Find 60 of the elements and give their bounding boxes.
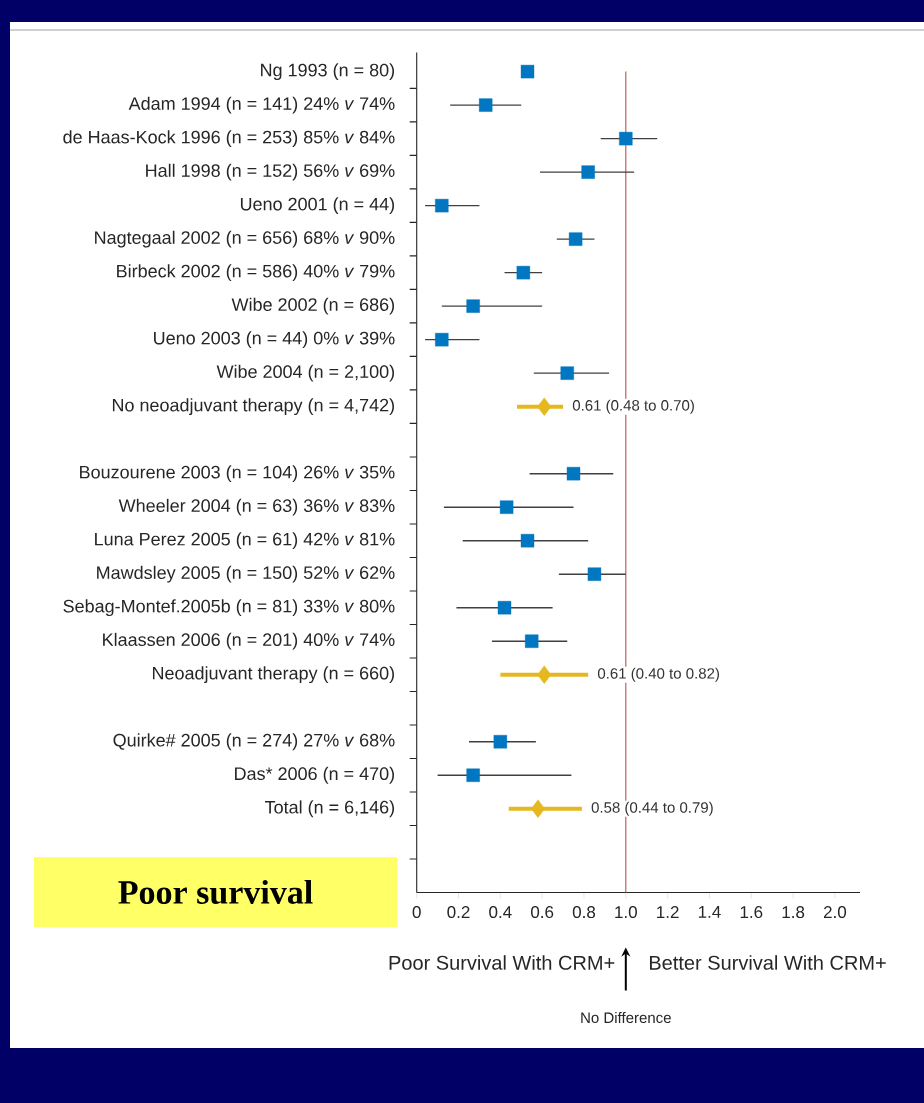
x-tick-label: 0.2 bbox=[447, 906, 470, 919]
y-tick-label: Das* 2006 (n = 470) bbox=[235, 766, 395, 784]
text: No Difference bbox=[581, 1012, 671, 1024]
point bbox=[435, 198, 449, 213]
x-tick-label: 1.8 bbox=[782, 906, 805, 919]
point bbox=[435, 332, 449, 347]
y-tick-label: Hall 1998 (n = 152) 56% v 69% bbox=[146, 163, 395, 181]
y-tick-label: Wibe 2002 (n = 686) bbox=[231, 297, 395, 315]
x-tick-label: 1.6 bbox=[740, 906, 763, 919]
y-tick-label: Bouzourene 2003 (n = 104) 26% v 35% bbox=[80, 465, 395, 483]
point bbox=[493, 735, 508, 749]
y-tick-label: Neoadjuvant therapy (n = 660) bbox=[152, 666, 394, 684]
point bbox=[587, 567, 602, 581]
y-tick-label: Quirke# 2005 (n = 274) 27% v 68% bbox=[113, 733, 395, 751]
text: Poor Survival With CRM+ bbox=[389, 955, 615, 970]
point bbox=[520, 533, 535, 548]
y-tick-label: Klaassen 2006 (n = 201) 40% v 74% bbox=[103, 632, 395, 650]
x-tick-label: 1.4 bbox=[698, 906, 721, 918]
y-tick-label: Ng 1993 (n = 80) bbox=[261, 63, 395, 80]
y-tick-label: Luna Perez 2005 (n = 61) 42% v 81% bbox=[95, 532, 395, 550]
x-tick-label: 1.2 bbox=[657, 906, 679, 918]
text: Better Survival With CRM+ bbox=[649, 955, 886, 970]
y-tick-label: No neoadjuvant therapy (n = 4,742) bbox=[112, 398, 394, 416]
x-tick-label: 0.4 bbox=[489, 906, 512, 919]
point bbox=[566, 466, 581, 481]
data-label: 0.61 (0.40 to 0.82) bbox=[597, 667, 719, 682]
y-tick-label: Ueno 2001 (n = 44) bbox=[240, 197, 395, 215]
point bbox=[516, 265, 531, 280]
x-tick-label: 2.0 bbox=[823, 906, 847, 919]
point bbox=[581, 165, 595, 179]
y-tick-label: Mawdsley 2005 (n = 150) 52% v 62% bbox=[97, 565, 395, 583]
y-tick-label: Total (n = 6,146) bbox=[264, 800, 395, 818]
x-tick-label: 0 bbox=[412, 906, 421, 919]
x-tick-label: 0.8 bbox=[572, 906, 596, 919]
text: Poor survival bbox=[118, 880, 313, 905]
data-label: 0.58 (0.44 to 0.79) bbox=[591, 801, 713, 816]
point bbox=[537, 397, 552, 416]
data-label: 0.61 (0.48 to 0.70) bbox=[572, 399, 694, 414]
x-tick-label: 1.0 bbox=[615, 906, 637, 919]
point bbox=[466, 768, 480, 782]
point bbox=[619, 131, 633, 146]
point bbox=[560, 366, 574, 380]
point bbox=[466, 299, 480, 313]
point bbox=[520, 64, 535, 79]
y-tick-label: Wheeler 2004 (n = 63) 36% v 83% bbox=[118, 498, 395, 516]
y-tick-label: Sebag-Montef.2005b (n = 81) 33% v 80% bbox=[63, 599, 395, 617]
point bbox=[537, 665, 552, 684]
x-tick-label: 0.6 bbox=[531, 906, 554, 919]
point bbox=[531, 799, 545, 818]
y-tick-label: Birbeck 2002 (n = 586) 40% v 79% bbox=[117, 264, 395, 282]
y-tick-label: Nagtegaal 2002 (n = 656) 68% v 90% bbox=[95, 230, 395, 248]
point bbox=[479, 98, 493, 112]
point bbox=[499, 500, 514, 514]
point bbox=[497, 601, 512, 615]
y-tick-label: Ueno 2003 (n = 44) 0% v 39% bbox=[154, 331, 395, 349]
y-tick-label: de Haas-Kock 1996 (n = 253) 85% v 84% bbox=[63, 130, 395, 148]
y-tick-label: Wibe 2004 (n = 2,100) bbox=[216, 364, 395, 382]
y-tick-label: Adam 1994 (n = 141) 24% v 74% bbox=[128, 96, 395, 114]
point bbox=[568, 232, 583, 246]
point bbox=[525, 634, 539, 648]
